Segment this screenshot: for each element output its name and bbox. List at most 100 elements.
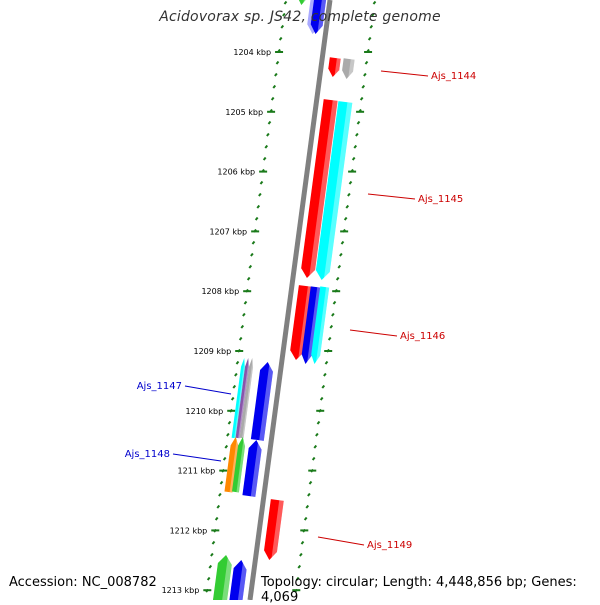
minor-tick	[254, 216, 259, 221]
minor-tick	[364, 60, 369, 65]
minor-tick	[313, 444, 318, 449]
minor-tick	[305, 504, 310, 509]
gene-arrow	[342, 58, 355, 80]
tick-labels: 1204 kbp 1205 kbp 1206 kbp 1207 kbp 1208 kbp…	[162, 48, 271, 595]
minor-tick	[299, 552, 303, 557]
minor-tick	[331, 312, 335, 317]
minor-tick	[211, 540, 216, 545]
minor-tick	[210, 552, 214, 557]
tick-label: 1204 kbp	[233, 48, 271, 57]
gene-label-ajs-1145[interactable]: Ajs_1145	[418, 194, 463, 205]
minor-tick	[266, 132, 270, 137]
tick-label: 1212 kbp	[170, 526, 208, 535]
minor-tick	[347, 192, 351, 197]
minor-tick	[242, 312, 246, 317]
gene-arrow	[296, 0, 311, 6]
minor-tick	[363, 72, 367, 77]
minor-tick	[295, 576, 300, 581]
minor-tick	[339, 252, 343, 257]
minor-tick	[356, 120, 361, 125]
tick-label: 1207 kbp	[209, 227, 247, 236]
minor-tick	[234, 372, 238, 377]
gene-arrow	[235, 357, 250, 439]
minor-tick	[227, 420, 232, 425]
minor-tick	[272, 84, 277, 89]
gene-arrow	[301, 99, 338, 279]
minor-tick	[219, 480, 224, 485]
minor-tick	[335, 276, 340, 281]
minor-tick	[340, 240, 345, 245]
genome-summary-text: Topology: circular; Length: 4,448,856 bp…	[261, 575, 577, 605]
gene-arrow	[315, 101, 353, 281]
minor-tick	[345, 204, 350, 209]
label-leader-line	[349, 329, 398, 337]
minor-tick	[264, 144, 269, 149]
minor-tick	[214, 516, 219, 521]
minor-tick	[275, 60, 280, 65]
tick-label: 1211 kbp	[178, 467, 216, 476]
right-tick-track	[292, 0, 377, 593]
minor-tick	[316, 420, 321, 425]
tick-label: 1206 kbp	[217, 168, 255, 177]
gene-arrow	[210, 554, 232, 600]
gene-arrow	[264, 499, 284, 561]
minor-tick	[240, 324, 245, 329]
gene-label-ajs-1147[interactable]: Ajs_1147	[137, 381, 182, 392]
gene-arrow	[301, 286, 321, 365]
gene-label-ajs-1149[interactable]: Ajs_1149	[367, 540, 412, 551]
minor-tick	[343, 216, 348, 221]
minor-tick	[258, 192, 262, 197]
minor-tick	[327, 336, 332, 341]
minor-tick	[270, 96, 275, 101]
minor-tick	[274, 72, 278, 77]
minor-tick	[250, 252, 254, 257]
minor-tick	[308, 480, 313, 485]
tick-label: 1209 kbp	[193, 347, 231, 356]
minor-tick	[232, 384, 237, 389]
tick-label: 1210 kbp	[186, 407, 224, 416]
minor-tick	[208, 564, 213, 569]
minor-tick	[246, 276, 251, 281]
minor-tick	[230, 396, 235, 401]
gene-label-ajs-1148[interactable]: Ajs_1148	[125, 449, 170, 460]
minor-tick	[259, 180, 264, 185]
minor-tick	[278, 36, 283, 41]
minor-tick	[297, 564, 302, 569]
tick-label: 1208 kbp	[201, 287, 239, 296]
minor-tick	[337, 264, 342, 269]
minor-tick	[323, 372, 327, 377]
minor-tick	[315, 432, 319, 437]
minor-tick	[329, 324, 334, 329]
gene-labels: Ajs_1144 Ajs_1145 Ajs_1146 Ajs_1147 Ajs_1148…	[125, 70, 476, 551]
minor-tick	[256, 204, 261, 209]
tick-label: 1213 kbp	[162, 586, 200, 595]
minor-tick	[359, 96, 364, 101]
minor-tick	[238, 336, 243, 341]
gene-arrow	[226, 559, 247, 600]
gene-arrow	[239, 357, 254, 439]
minor-tick	[222, 456, 227, 461]
minor-tick	[226, 432, 230, 437]
minor-tick	[224, 444, 229, 449]
gene-arrow	[250, 361, 273, 441]
gene-arrow	[231, 357, 246, 439]
minor-tick	[300, 540, 305, 545]
minor-tick	[216, 504, 221, 509]
accession-text: Accession: NC_008782	[9, 575, 157, 590]
minor-tick	[280, 24, 285, 29]
gene-arrow	[328, 57, 341, 78]
minor-tick	[332, 300, 337, 305]
gene-label-ajs-1144[interactable]: Ajs_1144	[431, 71, 476, 82]
minor-tick	[351, 156, 356, 161]
genome-title: Acidovorax sp. JS42, complete genome	[159, 9, 441, 25]
label-leader-line	[172, 453, 222, 462]
minor-tick	[355, 132, 359, 137]
minor-tick	[311, 456, 316, 461]
minor-tick	[348, 180, 353, 185]
genome-backbone	[247, 0, 333, 600]
gene-label-ajs-1146[interactable]: Ajs_1146	[400, 331, 445, 342]
tick-label: 1205 kbp	[225, 108, 263, 117]
minor-tick	[367, 36, 372, 41]
minor-tick	[267, 120, 272, 125]
